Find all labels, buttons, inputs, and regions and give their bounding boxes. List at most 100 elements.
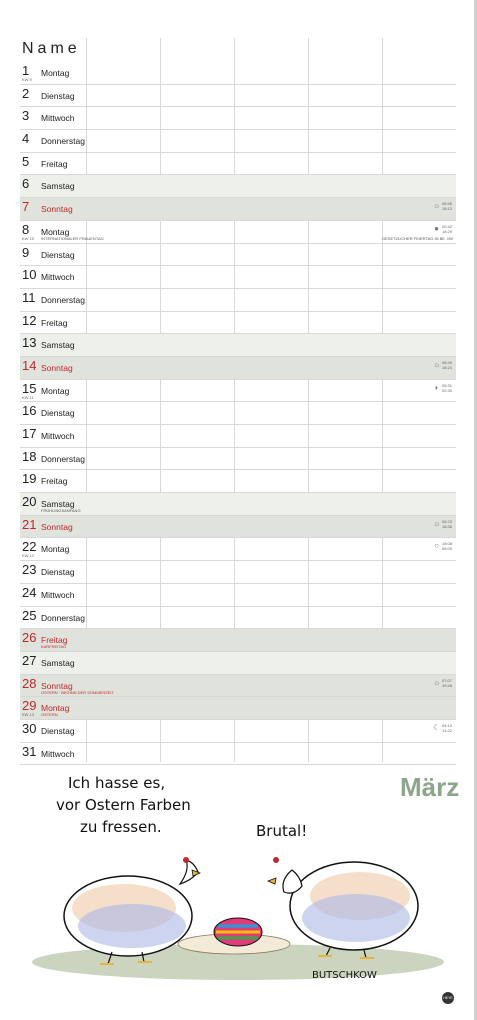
day-number: 5: [22, 153, 30, 169]
calendar-day-row[interactable]: 14 Sonntag ☼ 06:39 18:24: [20, 356, 456, 380]
astro-time: 18:12: [441, 206, 452, 212]
weekday-label: Dienstag: [41, 249, 75, 260]
calendar-week-label: KW 9: [22, 77, 32, 82]
day-number: 22: [22, 539, 37, 555]
calendar-day-row[interactable]: 17 Mittwoch: [20, 425, 456, 448]
day-number: 17: [22, 426, 37, 441]
weekday-label: Freitag: [41, 317, 68, 328]
calendar-day-row[interactable]: 24 Mittwoch: [20, 584, 456, 607]
weekday-label: Montag: [41, 226, 70, 237]
artist-signature: BUTSCHKOW: [312, 970, 377, 981]
calendar-day-row[interactable]: 31 Mittwoch: [20, 743, 456, 766]
astro-times: 00:42 18:29: [442, 224, 452, 234]
calendar-day-row[interactable]: 20 Samstag FRÜHLINGSANFANG: [20, 493, 456, 516]
astro-icon: ○: [434, 541, 439, 551]
day-number: 10: [22, 267, 37, 283]
column-divider: [160, 38, 161, 762]
calendar-day-row[interactable]: 28 Sonntag OSTERN · BEGINN DER SOMMERZEIT ☼…: [20, 674, 456, 698]
calendar-day-row[interactable]: 13 Samstag: [20, 334, 456, 357]
day-number: 29: [22, 698, 37, 714]
astro-icon: ☾: [433, 722, 441, 732]
calendar-day-row[interactable]: 29 Montag KW 13 OSTERN: [20, 697, 456, 720]
cartoon-caption-line2: vor Ostern Farben: [56, 796, 191, 814]
calendar-day-row[interactable]: 4 Donnerstag: [20, 130, 456, 153]
calendar-day-row[interactable]: 21 Sonntag ☼ 06:23 18:36: [20, 515, 456, 539]
page-edge: [474, 0, 477, 1020]
day-number: 15: [22, 380, 37, 396]
astro-time: 18:29: [441, 228, 452, 234]
weekday-label: Montag: [41, 544, 70, 555]
astro-time: 02:30: [441, 387, 452, 393]
calendar-day-row[interactable]: 5 Freitag: [20, 153, 456, 176]
calendar-day-row[interactable]: 26 Freitag KARFREITAG: [20, 629, 456, 652]
weekday-label: Mittwoch: [41, 589, 75, 600]
astro-time: 00:42: [441, 223, 452, 229]
astro-icon: ☼: [433, 518, 441, 528]
calendar-day-row[interactable]: 23 Dienstag: [20, 561, 456, 584]
day-number: 6: [22, 176, 30, 192]
calendar-day-row[interactable]: 18 Donnerstag: [20, 448, 456, 471]
calendar-day-row[interactable]: 11 Donnerstag: [20, 289, 456, 312]
calendar-day-row[interactable]: 1 Montag KW 9: [20, 62, 456, 85]
day-number: 1: [22, 63, 30, 78]
column-divider: [234, 38, 235, 762]
astro-times: 04:10 11:22: [442, 723, 452, 733]
calendar-day-row[interactable]: 9 Dienstag: [20, 244, 456, 267]
column-divider: [382, 38, 383, 762]
astro-icon: ●: [434, 223, 439, 233]
weekday-label: Mittwoch: [41, 748, 75, 759]
astro-icon: ☼: [433, 677, 441, 687]
calendar-day-row[interactable]: 3 Mittwoch: [20, 107, 456, 131]
day-number: 30: [22, 720, 37, 736]
astro-icon: ☼: [433, 359, 441, 369]
astro-time: 18:24: [441, 364, 452, 370]
cartoon-caption-line3: zu fressen.: [80, 818, 162, 836]
astro-time: 05:31: [441, 382, 452, 388]
weekday-label: Samstag: [41, 340, 75, 351]
weekday-label: Donnerstag: [41, 136, 85, 147]
astro-time: 06:23: [441, 518, 452, 524]
left-chicken: [63, 857, 202, 965]
calendar-day-row[interactable]: 2 Dienstag: [20, 85, 456, 108]
day-number: 2: [22, 85, 30, 101]
weekday-label: Mittwoch: [41, 431, 75, 441]
weekday-label: Montag: [41, 703, 70, 714]
day-number: 27: [22, 652, 37, 668]
day-note: INTERNATIONALER FRAUENTAG: [41, 235, 104, 241]
astro-time: 18:36: [441, 523, 452, 529]
calendar-day-row[interactable]: 30 Dienstag ☾ 04:10 11:22: [20, 720, 456, 743]
day-number: 8: [22, 221, 30, 237]
astro-time: 18:08: [441, 541, 452, 547]
calendar-day-row[interactable]: 10 Mittwoch: [20, 266, 456, 289]
astro-times: 07:07 19:48: [442, 678, 452, 688]
day-note: OSTERN: [41, 712, 58, 718]
calendar-day-row[interactable]: 6 Samstag: [20, 175, 456, 199]
astro-time: 06:00: [441, 546, 452, 552]
calendar-day-row[interactable]: 19 Freitag: [20, 470, 456, 494]
weekday-label: Freitag: [41, 635, 68, 646]
calendar-day-row[interactable]: 15 Montag KW 11 ◗ 05:31 02:30: [20, 380, 456, 403]
astro-times: 18:08 06:00: [442, 541, 452, 551]
calendar-day-row[interactable]: 7 Sonntag ☼ 06:55 18:12: [20, 198, 456, 221]
astro-time: 06:39: [441, 359, 452, 365]
day-number: 13: [22, 335, 37, 351]
astro-times: 06:55 18:12: [442, 201, 452, 211]
calendar-day-row[interactable]: 8 Montag KW 10 INTERNATIONALER FRAUENTAG GES…: [20, 221, 456, 244]
day-number: 23: [22, 562, 37, 578]
cartoon-reply: Brutal!: [256, 822, 307, 840]
day-note: OSTERN · BEGINN DER SOMMERZEIT: [41, 689, 114, 695]
calendar-day-row[interactable]: 22 Montag KW 12 ○ 18:08 06:00: [20, 538, 456, 562]
astro-times: 05:31 02:30: [442, 383, 452, 393]
calendar-day-row[interactable]: 25 Donnerstag: [20, 607, 456, 630]
astro-time: 06:55: [441, 201, 452, 207]
weekday-label: Sonntag: [41, 521, 73, 532]
day-number: 26: [22, 630, 37, 646]
weekday-label: Dienstag: [41, 567, 75, 578]
weekday-label: Montag: [41, 385, 70, 396]
calendar-day-row[interactable]: 16 Dienstag: [20, 402, 456, 425]
calendar-day-row[interactable]: 12 Freitag: [20, 312, 456, 335]
day-number: 28: [22, 675, 37, 691]
weekday-label: Sonntag: [41, 680, 73, 691]
calendar-day-row[interactable]: 27 Samstag: [20, 651, 456, 675]
day-note: KARFREITAG: [41, 644, 67, 650]
